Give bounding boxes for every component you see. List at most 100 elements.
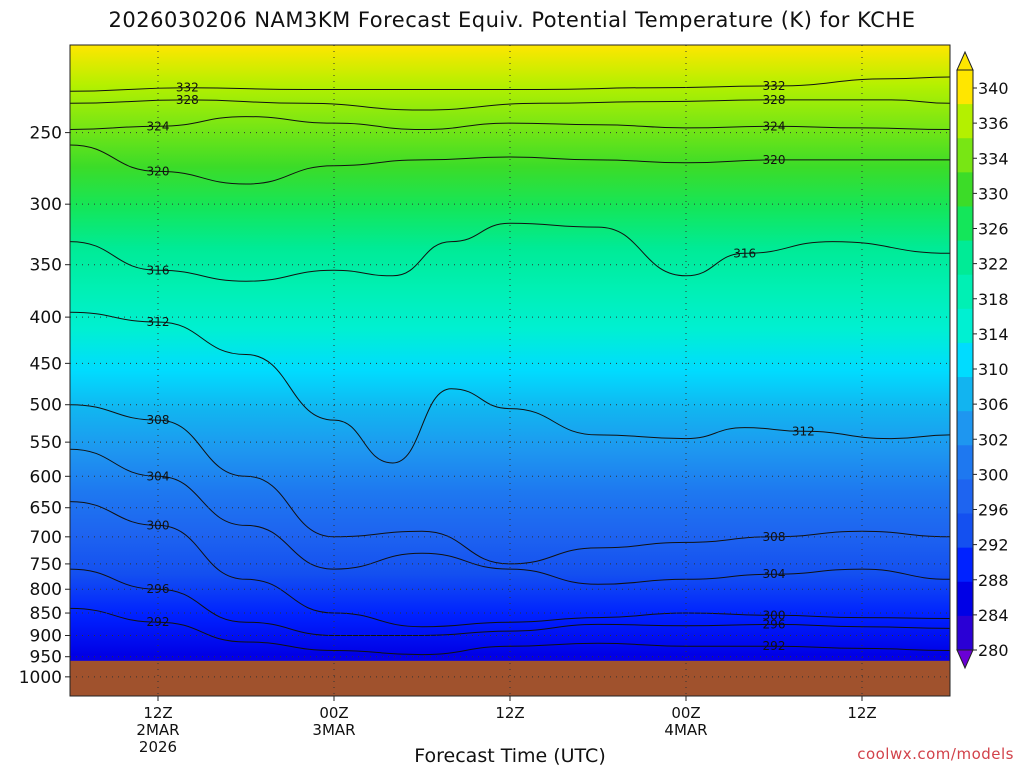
colorbar-segment-8 xyxy=(957,342,973,378)
colorbar-segment-7 xyxy=(957,308,973,344)
contour-label-328-0: 328 xyxy=(176,93,199,107)
colorbar-segment-2 xyxy=(957,138,973,173)
y-tick-label-900: 900 xyxy=(30,626,62,646)
y-tick-label-350: 350 xyxy=(30,256,62,276)
colorbar-label-292: 292 xyxy=(978,536,1009,555)
colorbar-bottom-arrow xyxy=(956,649,974,670)
ground-surface xyxy=(70,660,950,696)
y-tick-label-700: 700 xyxy=(30,528,62,548)
y-tick-label-550: 550 xyxy=(30,433,62,453)
x-axis-label: Forecast Time (UTC) xyxy=(414,745,606,767)
y-tick-label-850: 850 xyxy=(30,604,62,624)
contour-label-296-0: 296 xyxy=(147,582,170,596)
x-tick-label-60-0: 12Z xyxy=(847,704,876,722)
colorbar-segment-14 xyxy=(957,547,973,583)
y-tick-label-1000: 1000 xyxy=(19,668,62,688)
contour-label-324-1: 324 xyxy=(763,119,786,133)
y-tick-label-450: 450 xyxy=(30,354,62,374)
x-tick-label-48-1: 4MAR xyxy=(664,721,707,739)
colorbar-label-280: 280 xyxy=(978,641,1009,660)
colorbar-segment-16 xyxy=(957,615,973,651)
colorbar-label-284: 284 xyxy=(978,606,1009,625)
colorbar-segment-1 xyxy=(957,104,973,139)
y-tick-label-250: 250 xyxy=(30,124,62,144)
x-tick-label-36-0: 12Z xyxy=(495,704,524,722)
contour-328 xyxy=(70,99,950,111)
contour-label-292-0: 292 xyxy=(147,615,170,629)
colorbar-label-336: 336 xyxy=(978,114,1009,133)
colorbar-label-326: 326 xyxy=(978,220,1009,239)
contour-label-308-0: 308 xyxy=(147,413,170,427)
colorbar-segment-12 xyxy=(957,479,973,515)
y-tick-label-800: 800 xyxy=(30,580,62,600)
contour-304 xyxy=(70,448,950,585)
colorbar-top-arrow xyxy=(956,50,974,71)
contour-label-300-0: 300 xyxy=(147,518,170,532)
colorbar-segment-13 xyxy=(957,513,973,549)
contour-label-300-1: 300 xyxy=(763,608,786,622)
contour-332 xyxy=(70,76,950,92)
colorbar-segment-3 xyxy=(957,172,973,207)
colorbar-segment-5 xyxy=(957,240,973,276)
colorbar-label-296: 296 xyxy=(978,501,1009,520)
x-tick-label-12-1: 2MAR xyxy=(136,721,179,739)
x-tick-label-24-1: 3MAR xyxy=(312,721,355,739)
contour-label-332-1: 332 xyxy=(763,79,786,93)
contour-label-324-0: 324 xyxy=(147,119,170,133)
y-tick-label-600: 600 xyxy=(30,467,62,487)
contour-label-316-1: 316 xyxy=(733,246,756,260)
colorbar: 340 336 334 330 326 322 318 314 310 306 302 300 296 2… xyxy=(956,50,1009,670)
contour-320 xyxy=(70,144,950,185)
contour-label-312-1: 312 xyxy=(792,424,815,438)
contour-label-296-1: 296 xyxy=(763,617,786,631)
y-tick-label-300: 300 xyxy=(30,195,62,215)
colorbar-frame xyxy=(956,69,974,651)
colorbar-label-330: 330 xyxy=(978,184,1009,203)
colorbar-segment-0 xyxy=(957,70,973,105)
colorbar-segment-9 xyxy=(957,377,973,412)
contour-label-292-1: 292 xyxy=(763,639,786,653)
y-axis: 2503003504004505005506006507007508008509… xyxy=(19,124,70,688)
colorbar-segment-10 xyxy=(957,411,973,446)
colorbar-segment-15 xyxy=(957,581,973,617)
colorbar-label-306: 306 xyxy=(978,395,1009,414)
colorbar-label-288: 288 xyxy=(978,571,1009,590)
site-credit[interactable]: coolwx.com/models xyxy=(857,745,1014,763)
contour-312 xyxy=(70,311,950,464)
contour-292 xyxy=(70,607,950,656)
x-tick-label-12-2: 2026 xyxy=(139,738,177,756)
chart-title: 2026030206 NAM3KM Forecast Equiv. Potent… xyxy=(108,8,916,32)
y-tick-label-650: 650 xyxy=(30,499,62,519)
contour-label-332-0: 332 xyxy=(176,81,199,95)
colorbar-label-300: 300 xyxy=(978,465,1009,484)
contour-label-304-0: 304 xyxy=(147,469,170,483)
colorbar-label-318: 318 xyxy=(978,290,1009,309)
x-tick-label-24-0: 00Z xyxy=(319,704,348,722)
colorbar-label-302: 302 xyxy=(978,430,1009,449)
y-tick-label-750: 750 xyxy=(30,555,62,575)
y-tick-label-400: 400 xyxy=(30,308,62,328)
contour-label-320-1: 320 xyxy=(763,153,786,167)
contour-label-312-0: 312 xyxy=(147,315,170,329)
x-tick-label-48-0: 00Z xyxy=(671,704,700,722)
gridlines xyxy=(70,45,950,696)
contour-label-304-1: 304 xyxy=(763,567,786,581)
contour-296 xyxy=(70,568,950,637)
colorbar-label-310: 310 xyxy=(978,360,1009,379)
colorbar-label-340: 340 xyxy=(978,79,1009,98)
contour-label-308-1: 308 xyxy=(763,530,786,544)
contour-label-320-0: 320 xyxy=(147,164,170,178)
x-tick-label-12-0: 12Z xyxy=(143,704,172,722)
y-tick-label-500: 500 xyxy=(30,396,62,416)
contour-label-316-0: 316 xyxy=(147,263,170,277)
colorbar-label-314: 314 xyxy=(978,325,1009,344)
colorbar-segment-11 xyxy=(957,445,973,480)
colorbar-label-322: 322 xyxy=(978,255,1009,274)
contour-label-328-1: 328 xyxy=(763,93,786,107)
contour-300 xyxy=(70,501,950,628)
colorbar-segment-4 xyxy=(957,206,973,242)
y-tick-label-950: 950 xyxy=(30,648,62,668)
